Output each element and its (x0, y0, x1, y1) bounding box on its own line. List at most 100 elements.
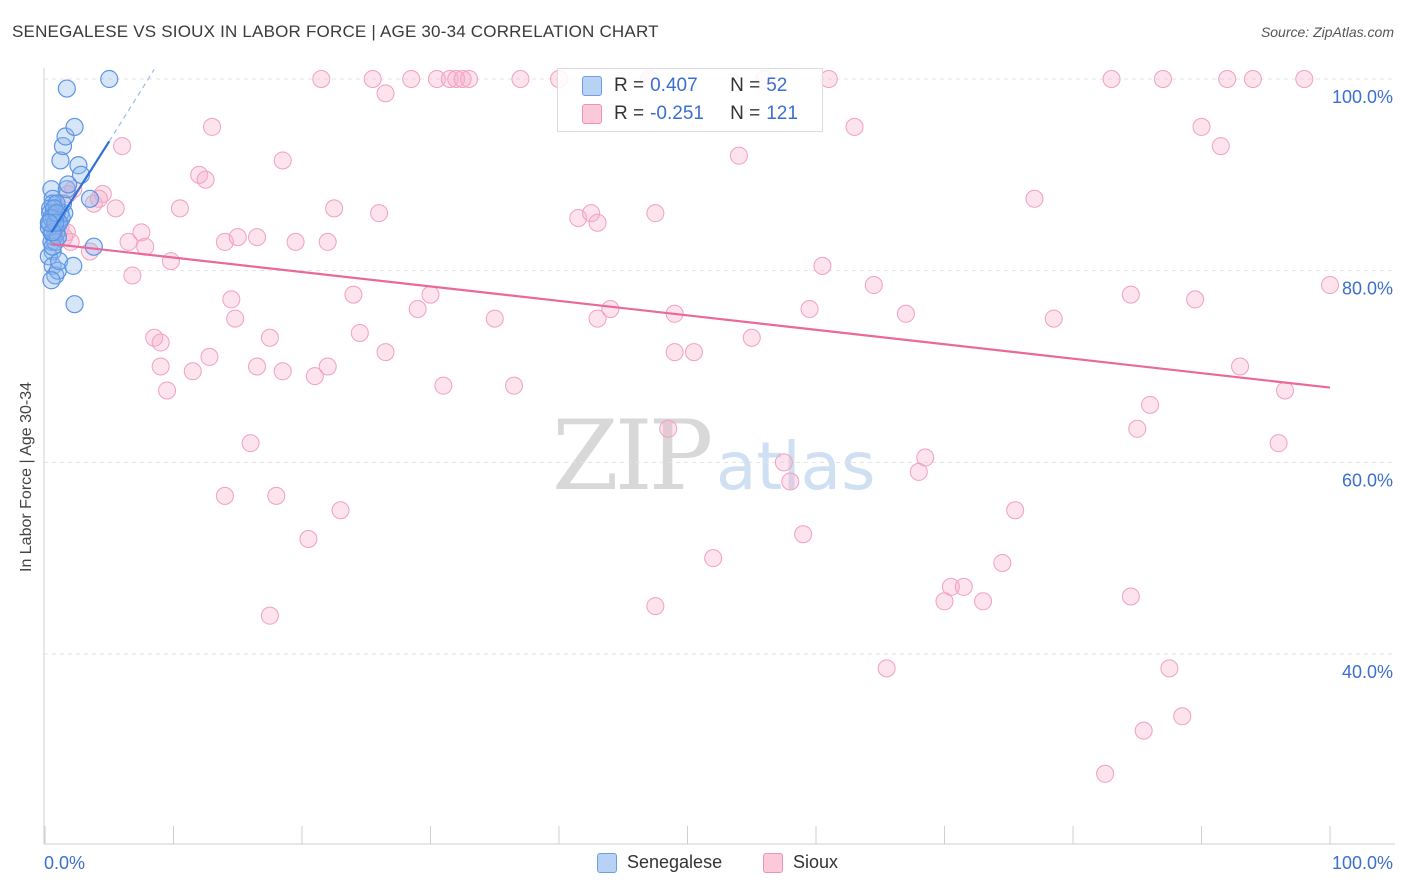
legend-n-value: 52 (766, 75, 788, 96)
senegalese-point (42, 180, 61, 199)
legend-n-label: N = (730, 75, 761, 96)
sioux-point (447, 70, 466, 88)
sioux-point (1141, 395, 1160, 414)
sioux-point (813, 256, 832, 275)
sioux-point (299, 530, 318, 548)
y-tick-label: 100.0% (1332, 87, 1393, 107)
senegalese-point (59, 175, 78, 194)
sioux-point (427, 70, 446, 88)
sioux-point (453, 70, 472, 88)
senegalese-point (51, 151, 70, 170)
sioux-point (1231, 357, 1250, 376)
sioux-point (1006, 501, 1025, 520)
sioux-point (241, 434, 260, 453)
sioux-point (434, 376, 453, 395)
sioux-point (158, 381, 177, 400)
bottom-legend-swatch-sioux (763, 852, 783, 873)
sioux-point (1121, 285, 1140, 304)
sioux-point (1173, 707, 1192, 726)
sioux-point (601, 300, 620, 318)
sioux-point (318, 232, 337, 251)
sioux-point (864, 276, 883, 295)
sioux-point (344, 285, 363, 304)
sioux-point (896, 304, 915, 323)
sioux-point (183, 362, 202, 381)
sioux-point (170, 199, 189, 218)
bottom-legend-label: Sioux (793, 852, 839, 872)
sioux-point (646, 597, 665, 616)
senegalese-point (84, 237, 103, 256)
sioux-point (1269, 434, 1288, 453)
sioux-point (260, 606, 279, 625)
senegalese-trend-line (50, 140, 111, 233)
sioux-point (1243, 70, 1262, 88)
sioux-point (106, 199, 125, 218)
sioux-point (273, 362, 292, 381)
sioux-point (226, 309, 245, 328)
bottom-legend-swatch-senegalese (597, 852, 617, 873)
sioux-point (1295, 70, 1314, 88)
watermark-atlas: atlas (716, 428, 876, 505)
sioux-point (273, 151, 292, 170)
sioux-point (318, 357, 337, 376)
sioux-point (511, 70, 530, 88)
trend-lines (50, 69, 1331, 389)
sioux-point (1134, 721, 1153, 740)
legend-r-value: 0.407 (650, 75, 698, 96)
axes (43, 68, 1395, 845)
x-tick-label: 0.0% (44, 853, 85, 873)
sioux-point (742, 328, 761, 347)
sioux-point (248, 357, 267, 376)
sioux-point (1096, 764, 1115, 783)
legend-swatch-sioux (582, 104, 602, 124)
sioux-point (588, 213, 607, 232)
sioux-point (421, 285, 440, 304)
x-tick-label: 100.0% (1332, 853, 1393, 873)
sioux-point (286, 232, 305, 251)
senegalese-point (65, 295, 84, 314)
sioux-point (774, 453, 793, 472)
senegalese-point (80, 189, 100, 208)
sioux-point (1211, 137, 1230, 156)
sioux-point (331, 501, 350, 520)
sioux-point (1121, 587, 1140, 606)
sioux-point (993, 553, 1012, 572)
bottom-legend-label: Senegalese (627, 852, 723, 872)
y-axis-label: In Labor Force | Age 30-34 (18, 381, 35, 572)
legend-r-value: -0.251 (650, 103, 704, 124)
sioux-point (376, 343, 395, 362)
sioux-point (260, 328, 279, 347)
sioux-point (845, 117, 864, 136)
legend-n-label: N = (730, 103, 761, 124)
senegalese-points (39, 69, 119, 314)
y-tick-label: 40.0% (1342, 662, 1393, 682)
sioux-point (440, 70, 459, 88)
sioux-point (370, 204, 389, 223)
sioux-point (1044, 309, 1063, 328)
gridlines (44, 78, 1395, 655)
sioux-point (781, 472, 800, 491)
sioux-point (376, 84, 395, 103)
sioux-point (588, 309, 607, 328)
senegalese-point (100, 69, 119, 89)
sioux-point (877, 659, 896, 678)
sioux-point (704, 549, 723, 568)
legend-row-sioux: R = -0.251 N = 121 (582, 101, 798, 127)
sioux-point (582, 204, 601, 223)
sioux-point (151, 357, 170, 376)
bottom-legend-sioux: Sioux (763, 852, 838, 873)
sioux-point (161, 252, 180, 271)
correlation-legend: R = 0.407 N = 52 R = -0.251 N = 121 (557, 68, 823, 132)
watermark-zip: ZIP (552, 400, 713, 512)
sioux-point (794, 525, 813, 544)
senegalese-point (64, 256, 83, 275)
sioux-point (974, 592, 993, 611)
sioux-point (305, 367, 324, 386)
sioux-point (151, 333, 170, 352)
sioux-point (408, 300, 427, 318)
tick-labels: 40.0% 60.0% 80.0% 100.0% 0.0% 100.0% (44, 87, 1393, 873)
sioux-point (729, 146, 748, 165)
sioux-point (684, 343, 703, 362)
sioux-point (935, 592, 954, 611)
